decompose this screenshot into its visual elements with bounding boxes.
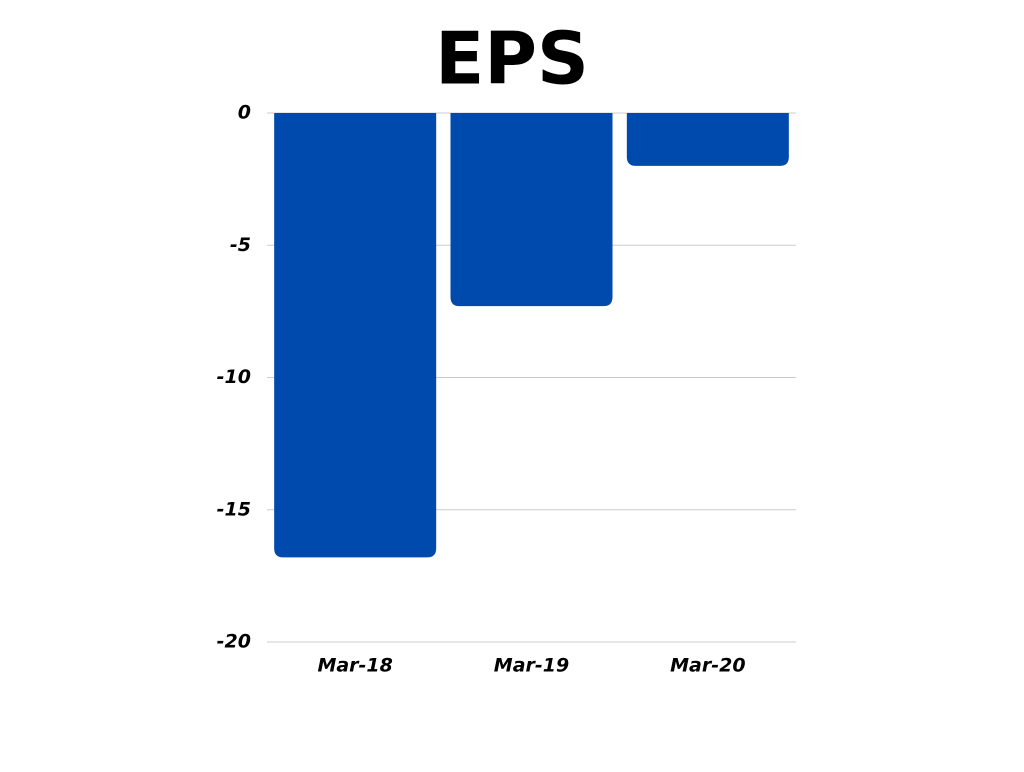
x-tick-label: Mar-19: [494, 655, 569, 677]
x-tick-label: Mar-20: [670, 655, 745, 677]
bar: [626, 113, 789, 166]
bar: [274, 113, 437, 558]
bar: [450, 113, 613, 307]
y-tick-label: -10: [217, 366, 251, 388]
y-tick-label: -20: [217, 631, 251, 653]
y-tick-label: 0: [238, 102, 251, 124]
chart-title: EPS: [435, 17, 589, 101]
y-tick-label: -5: [230, 234, 251, 256]
x-tick-label: Mar-18: [317, 655, 392, 677]
y-tick-label: -15: [217, 498, 251, 520]
